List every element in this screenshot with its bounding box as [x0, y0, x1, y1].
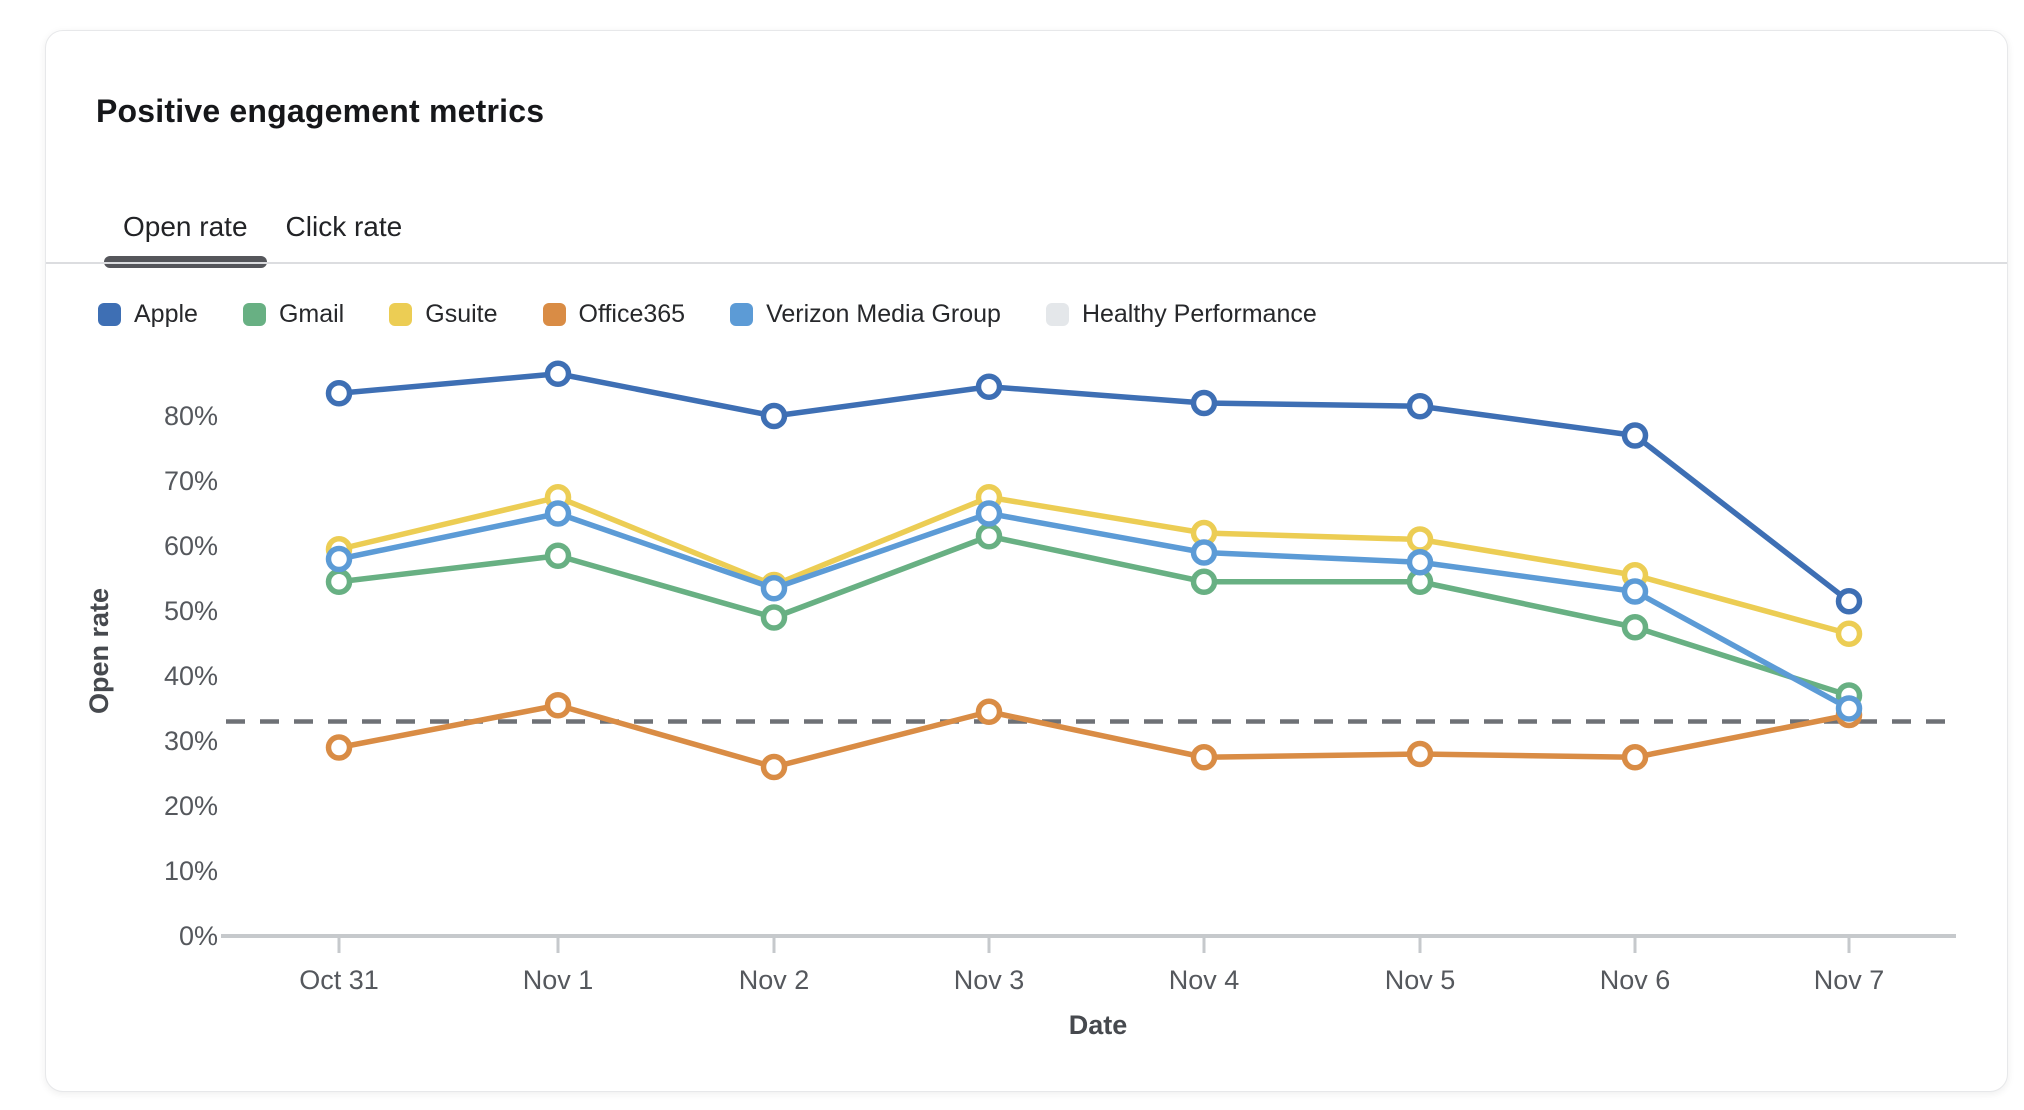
data-point-gmail-nov-2[interactable]	[760, 604, 788, 631]
legend-swatch-healthy-performance	[1045, 303, 1069, 326]
series-line-verizon-media-group	[336, 510, 1852, 712]
data-point-office365-nov-3[interactable]	[975, 698, 1003, 725]
data-point-apple-nov-1[interactable]	[544, 360, 572, 387]
data-point-verizon-media-group-nov-4[interactable]	[1190, 539, 1218, 566]
series-line-gmail	[336, 533, 1852, 699]
data-point-apple-nov-2[interactable]	[760, 402, 788, 430]
page-title: Positive engagement metrics	[96, 93, 545, 129]
series-line-apple	[336, 371, 1852, 604]
legend-swatch-office365	[542, 303, 566, 326]
data-point-apple-nov-6[interactable]	[1621, 422, 1649, 449]
y-tick-label-80: 80%	[164, 401, 218, 431]
x-tick-label-nov-2: Nov 2	[739, 965, 810, 995]
legend-item-healthy-performance[interactable]: Healthy Performance	[1045, 300, 1317, 329]
y-tick-label-0: 0%	[179, 921, 218, 951]
data-point-gmail-nov-4[interactable]	[1190, 568, 1218, 595]
engagement-metrics-card: Positive engagement metrics Open rate Cl…	[45, 30, 2008, 1092]
data-point-office365-nov-6[interactable]	[1621, 744, 1649, 771]
legend-label: Gsuite	[425, 300, 498, 328]
data-point-office365-nov-2[interactable]	[760, 753, 788, 781]
data-point-verizon-media-group-nov-1[interactable]	[544, 500, 572, 527]
x-axis-title: Date	[1069, 1010, 1128, 1040]
data-point-gmail-nov-1[interactable]	[544, 542, 572, 569]
data-point-verizon-media-group-nov-5[interactable]	[1406, 549, 1434, 576]
data-point-gmail-oct-31[interactable]	[325, 568, 353, 595]
y-tick-label-30: 30%	[164, 726, 218, 756]
legend-label: Office365	[578, 300, 686, 328]
y-axis-title: Open rate	[84, 588, 114, 714]
y-tick-label-40: 40%	[164, 661, 218, 691]
legend-item-gmail[interactable]: Gmail	[242, 300, 345, 329]
data-point-verizon-media-group-nov-6[interactable]	[1621, 578, 1649, 605]
legend-swatch-apple	[98, 303, 121, 326]
y-tick-label-20: 20%	[164, 791, 218, 821]
tab-click-rate[interactable]: Click rate	[285, 211, 403, 242]
x-tick-label-nov-3: Nov 3	[954, 965, 1025, 995]
x-tick-label-nov-1: Nov 1	[523, 965, 594, 995]
data-point-gmail-nov-3[interactable]	[975, 523, 1003, 550]
y-tick-label-60: 60%	[164, 531, 218, 561]
data-point-office365-nov-4[interactable]	[1190, 744, 1218, 771]
data-point-apple-nov-7[interactable]	[1835, 588, 1863, 615]
tabs-divider	[46, 262, 2007, 264]
legend-label: Verizon Media Group	[766, 300, 1001, 328]
x-tick-label-nov-4: Nov 4	[1169, 965, 1240, 995]
legend-item-apple[interactable]: Apple	[98, 300, 198, 329]
legend-item-gsuite[interactable]: Gsuite	[389, 300, 498, 329]
series-line-gsuite	[336, 494, 1852, 637]
y-tick-label-10: 10%	[164, 856, 218, 886]
y-tick-label-50: 50%	[164, 596, 218, 626]
legend-label: Apple	[134, 300, 198, 328]
data-point-apple-nov-4[interactable]	[1190, 389, 1218, 417]
legend-swatch-verizon-media-group	[730, 303, 754, 326]
legend-swatch-gsuite	[389, 303, 413, 326]
data-point-office365-nov-1[interactable]	[544, 692, 572, 719]
data-point-verizon-media-group-nov-7[interactable]	[1835, 695, 1863, 722]
data-point-gsuite-nov-5[interactable]	[1406, 526, 1434, 553]
chart-legend: Apple Gmail Gsuite Office365 Verizon Media G…	[98, 300, 1317, 329]
data-point-office365-nov-5[interactable]	[1406, 740, 1434, 768]
legend-item-verizon-media-group[interactable]: Verizon Media Group	[730, 300, 1001, 329]
data-point-office365-oct-31[interactable]	[325, 734, 353, 761]
legend-label: Gmail	[278, 300, 345, 328]
data-point-verizon-media-group-oct-31[interactable]	[325, 545, 353, 573]
data-point-verizon-media-group-nov-2[interactable]	[760, 575, 788, 602]
y-tick-label-70: 70%	[164, 466, 218, 496]
x-tick-label-nov-5: Nov 5	[1385, 965, 1456, 995]
open-rate-line-chart: Oct 31 Nov 1 Nov 2 Nov 3 Nov 4 Nov 5 Nov 6 Nov …	[84, 360, 1956, 1040]
data-point-apple-nov-3[interactable]	[975, 373, 1003, 400]
data-point-apple-oct-31[interactable]	[325, 380, 353, 407]
series-line-office365	[336, 702, 1852, 770]
legend-swatch-gmail	[242, 303, 266, 326]
x-tick-label-nov-6: Nov 6	[1600, 965, 1671, 995]
legend-label: Healthy Performance	[1081, 300, 1317, 328]
x-tick-label-oct-31: Oct 31	[299, 965, 379, 995]
data-point-apple-nov-5[interactable]	[1406, 393, 1434, 420]
data-point-gsuite-nov-7[interactable]	[1835, 620, 1863, 647]
legend-item-office365[interactable]: Office365	[542, 300, 686, 329]
data-point-verizon-media-group-nov-3[interactable]	[975, 500, 1003, 527]
x-tick-label-nov-7: Nov 7	[1814, 965, 1885, 995]
data-point-gmail-nov-6[interactable]	[1621, 614, 1649, 641]
